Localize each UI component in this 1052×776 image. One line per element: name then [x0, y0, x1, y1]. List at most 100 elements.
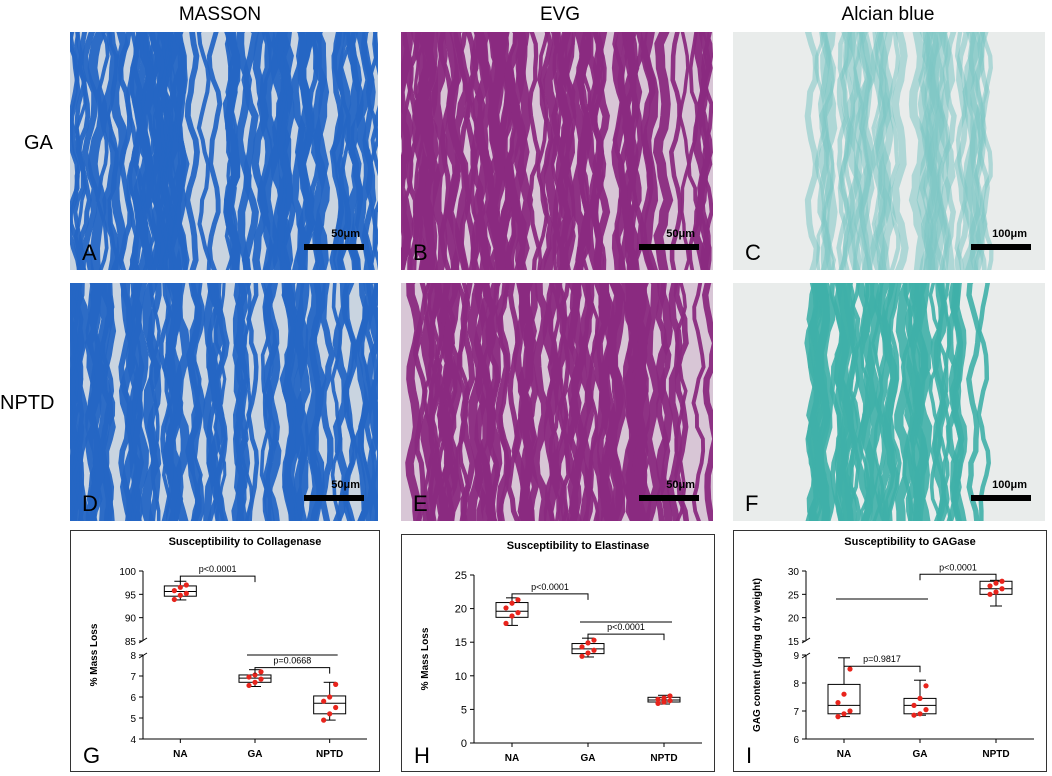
- x-tick-label: NA: [837, 749, 851, 760]
- data-point: [661, 695, 667, 701]
- x-tick-label: NPTD: [982, 749, 1009, 760]
- tissue-fiber: [842, 32, 856, 270]
- p-value-label: p<0.0001: [531, 582, 569, 592]
- data-point: [847, 666, 853, 672]
- data-point: [993, 589, 999, 595]
- box-nptd: [979, 578, 1013, 607]
- y-axis-label: % Mass Loss: [89, 623, 100, 686]
- micrograph-d: 50μm D: [70, 283, 378, 521]
- data-point: [246, 674, 252, 680]
- tissue-fiber: [557, 283, 571, 521]
- tissue-fiber: [817, 283, 836, 521]
- tissue-fiber: [477, 32, 496, 270]
- tissue-fiber: [251, 32, 269, 270]
- tissue-fiber: [71, 283, 85, 521]
- y-tick-label: 10: [455, 671, 467, 683]
- tissue-fiber: [575, 32, 592, 270]
- tissue-fiber: [235, 283, 252, 521]
- box-ga: [903, 679, 937, 718]
- y-tick-label: 20: [455, 604, 467, 616]
- tissue-fiber: [141, 283, 162, 521]
- tissue-fiber: [639, 32, 656, 270]
- data-point: [258, 676, 264, 682]
- tissue-fiber: [95, 32, 110, 270]
- data-point: [999, 586, 1005, 592]
- chart-title: Susceptibility to Collagenase: [169, 536, 322, 548]
- chart-svg: 0 5 10 15 20 25 NA GA NPTD Susceptibility to Elas…: [420, 540, 702, 764]
- tissue-fiber: [70, 32, 83, 270]
- tissue-fiber: [185, 283, 203, 521]
- tissue-fiber: [293, 283, 309, 521]
- tissue-fiber: [370, 32, 378, 270]
- data-point: [183, 582, 189, 588]
- data-point: [321, 717, 327, 723]
- data-point: [835, 714, 841, 720]
- tissue-fiber: [256, 32, 274, 270]
- tissue-fiber: [487, 32, 503, 270]
- data-point: [171, 596, 177, 603]
- data-point: [917, 711, 923, 717]
- significance-bracket: [179, 575, 256, 583]
- tissue-fiber: [422, 283, 435, 521]
- tissue-fiber: [970, 32, 987, 270]
- y-tick-label: 7: [793, 707, 799, 718]
- tissue-fiber: [966, 283, 982, 521]
- x-tick-label: GA: [913, 749, 928, 760]
- tissue-fiber: [858, 32, 873, 270]
- tissue-fiber: [655, 283, 672, 521]
- tissue-fiber: [184, 32, 200, 270]
- x-tick-label: GA: [248, 749, 263, 760]
- chart-elastinase: 0 5 10 15 20 25 NA GA NPTD Susceptibility to Elas…: [401, 534, 715, 772]
- tissue-fiber: [701, 283, 713, 521]
- tissue-fiber: [643, 283, 662, 521]
- box-nptd: [313, 681, 347, 723]
- micrograph-f: 100μm F: [733, 283, 1045, 521]
- panel-label: B: [413, 240, 428, 265]
- tissue-fiber: [935, 32, 951, 270]
- tissue-fiber: [150, 32, 170, 270]
- stain-texture: [401, 283, 713, 521]
- y-tick-label: 20: [788, 614, 800, 625]
- data-point: [667, 693, 673, 699]
- tissue-fiber: [586, 283, 600, 521]
- tissue-fiber: [330, 283, 343, 521]
- tissue-fiber: [290, 32, 308, 270]
- panel-label: E: [413, 491, 428, 516]
- tissue-fiber: [458, 283, 471, 521]
- data-point: [911, 712, 917, 718]
- column-header-masson: MASSON: [178, 4, 262, 25]
- y-tick-label: 90: [125, 614, 137, 625]
- tissue-fiber: [497, 32, 516, 270]
- tissue-fiber: [118, 283, 133, 521]
- chart-collagenase: 85 90 95 100 4 5 6 7 8 NA GA NPTD Susceptibility to …: [70, 530, 380, 772]
- scale-label: 50μm: [666, 479, 695, 491]
- data-point: [661, 699, 667, 705]
- tissue-fiber: [908, 32, 927, 270]
- chart-svg: 85 90 95 100 4 5 6 7 8 NA GA NPTD Susceptibility to …: [89, 536, 367, 760]
- micrograph-c: 100μm C: [733, 32, 1045, 270]
- tissue-fiber: [286, 283, 304, 521]
- tissue-fiber: [169, 32, 187, 270]
- tissue-fiber: [164, 283, 183, 521]
- data-point: [321, 698, 327, 704]
- data-point: [591, 647, 597, 653]
- y-tick-label: 30: [788, 567, 800, 578]
- tissue-fiber: [206, 32, 223, 270]
- tissue-fiber: [536, 32, 550, 270]
- panel-label: I: [746, 743, 753, 768]
- p-value-label: p=0.9817: [863, 654, 901, 664]
- tissue-fiber: [916, 32, 935, 270]
- tissue-fiber: [854, 32, 872, 270]
- tissue-fiber: [804, 32, 820, 270]
- scale-bar: [304, 495, 364, 501]
- data-point: [258, 669, 264, 675]
- y-tick-label: 5: [130, 714, 136, 725]
- tissue-fiber: [668, 32, 683, 270]
- tissue-fiber: [159, 32, 175, 270]
- tissue-fiber: [612, 32, 626, 270]
- y-axis-label: GAG content (μg/mg dry weight): [752, 578, 763, 732]
- data-point: [333, 704, 339, 711]
- tissue-fiber: [97, 283, 116, 521]
- tissue-fiber: [556, 32, 576, 270]
- data-point: [667, 698, 673, 704]
